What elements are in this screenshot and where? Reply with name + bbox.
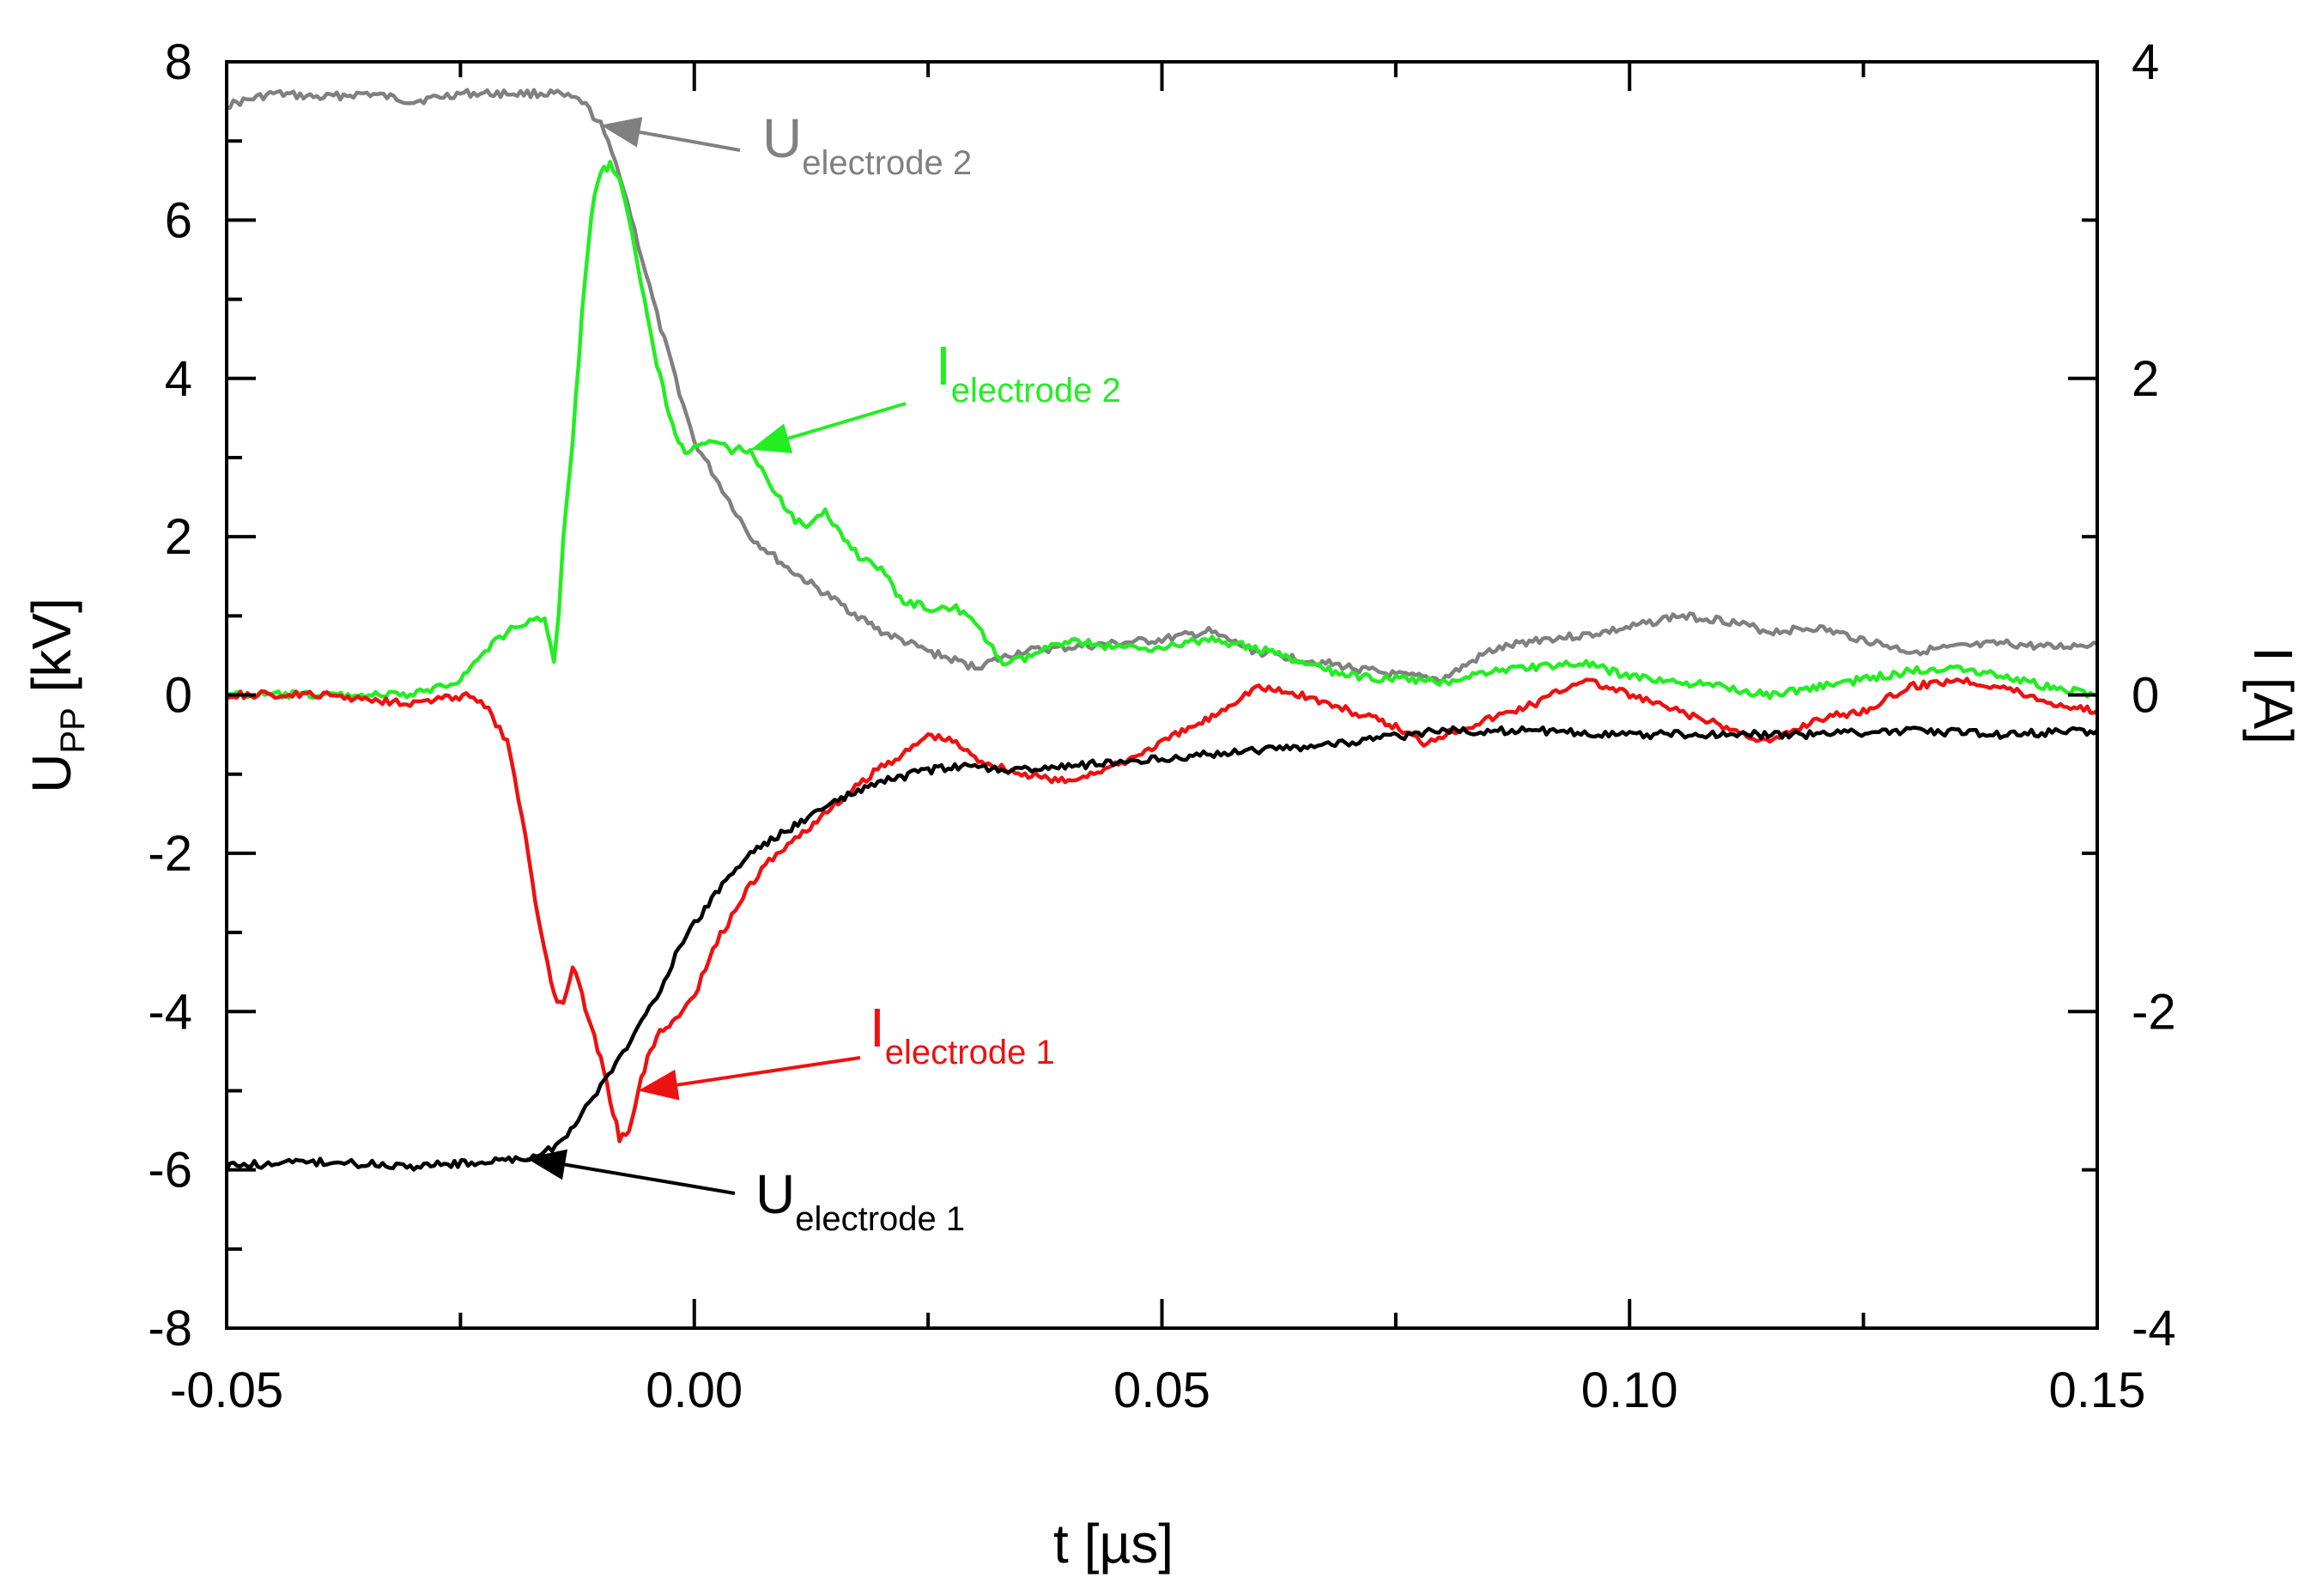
label-i-electrode-2-subscript: electrode 2 bbox=[951, 372, 1121, 410]
x-tick-label: -0.05 bbox=[170, 1362, 283, 1418]
x-tick-label: 0.05 bbox=[1113, 1362, 1210, 1418]
y-left-tick-label: -8 bbox=[148, 1301, 192, 1356]
arrow-shaft-u-electrode-1 bbox=[564, 1162, 736, 1195]
y-left-tick-label: 2 bbox=[165, 509, 192, 565]
label-i-electrode-1: Ielectrode 1 bbox=[870, 997, 1055, 1071]
plot-frame bbox=[225, 60, 2099, 1330]
annotation-arrows bbox=[525, 117, 907, 1195]
series-line-u-electrode-1 bbox=[225, 725, 2099, 1172]
y-left-tick-label: 6 bbox=[165, 192, 192, 248]
x-axis-title: t [µs] bbox=[1053, 1513, 1174, 1575]
x-tick-labels: -0.05 0.00 0.05 0.10 0.15 bbox=[170, 1362, 2146, 1418]
left-y-axis-subscript: PP bbox=[54, 707, 92, 753]
label-i-electrode-1-subscript: electrode 1 bbox=[885, 1034, 1055, 1071]
label-u-electrode-2: Uelectrode 2 bbox=[762, 107, 972, 182]
label-i-electrode-1-symbol: I bbox=[870, 997, 885, 1059]
series-annotations: Uelectrode 2 Ielectrode 2 Ielectrode 1 U… bbox=[755, 107, 1121, 1238]
label-i-electrode-2: Ielectrode 2 bbox=[936, 335, 1121, 410]
arrow-head-i-electrode-2 bbox=[750, 423, 793, 453]
arrow-shaft-i-electrode-2 bbox=[787, 402, 907, 440]
x-tick-label: 0.00 bbox=[646, 1362, 743, 1418]
arrow-head-u-electrode-2 bbox=[600, 117, 643, 148]
tick-marks bbox=[225, 60, 2099, 1330]
label-u-electrode-1: Uelectrode 1 bbox=[755, 1163, 965, 1238]
arrow-shaft-u-electrode-2 bbox=[639, 130, 741, 152]
left-y-axis-unit: [kV] bbox=[21, 598, 82, 707]
y-right-tick-label: 0 bbox=[2132, 668, 2159, 724]
arrow-shaft-i-electrode-1 bbox=[676, 1056, 861, 1087]
arrow-head-u-electrode-1 bbox=[525, 1149, 567, 1180]
series-layer bbox=[225, 88, 2099, 1172]
y-left-tick-label: 4 bbox=[165, 351, 192, 407]
label-u-electrode-2-subscript: electrode 2 bbox=[802, 144, 972, 182]
left-y-axis-title: UPP [kV] bbox=[21, 598, 92, 793]
y-left-tick-label: -2 bbox=[148, 826, 192, 882]
y-left-tick-label: -4 bbox=[148, 984, 192, 1040]
series-line-u-electrode-2 bbox=[226, 88, 2098, 684]
right-y-tick-labels: 4 2 0 -2 -4 bbox=[2132, 34, 2176, 1356]
label-u-electrode-1-symbol: U bbox=[755, 1163, 795, 1225]
y-left-tick-label: 8 bbox=[165, 34, 192, 90]
left-y-axis-symbol: U bbox=[21, 754, 82, 793]
label-u-electrode-1-subscript: electrode 1 bbox=[795, 1200, 965, 1238]
arrow-head-i-electrode-1 bbox=[638, 1069, 680, 1101]
right-y-axis-title: I [A] bbox=[2242, 646, 2304, 744]
x-tick-label: 0.15 bbox=[2049, 1362, 2146, 1418]
y-right-tick-label: -2 bbox=[2132, 984, 2176, 1040]
series-line-i-electrode-1 bbox=[226, 677, 2099, 1144]
y-left-tick-label: 0 bbox=[165, 668, 192, 724]
y-right-tick-label: 4 bbox=[2132, 34, 2159, 90]
y-right-tick-label: -4 bbox=[2132, 1301, 2176, 1356]
left-y-tick-labels: 8 6 4 2 0 -2 -4 -6 -8 bbox=[148, 34, 192, 1356]
label-i-electrode-2-symbol: I bbox=[936, 335, 951, 397]
y-right-tick-label: 2 bbox=[2132, 351, 2159, 407]
label-u-electrode-2-symbol: U bbox=[762, 107, 802, 169]
series-line-i-electrode-2 bbox=[225, 160, 2097, 701]
y-left-tick-label: -6 bbox=[148, 1143, 192, 1199]
x-tick-label: 0.10 bbox=[1581, 1362, 1678, 1418]
